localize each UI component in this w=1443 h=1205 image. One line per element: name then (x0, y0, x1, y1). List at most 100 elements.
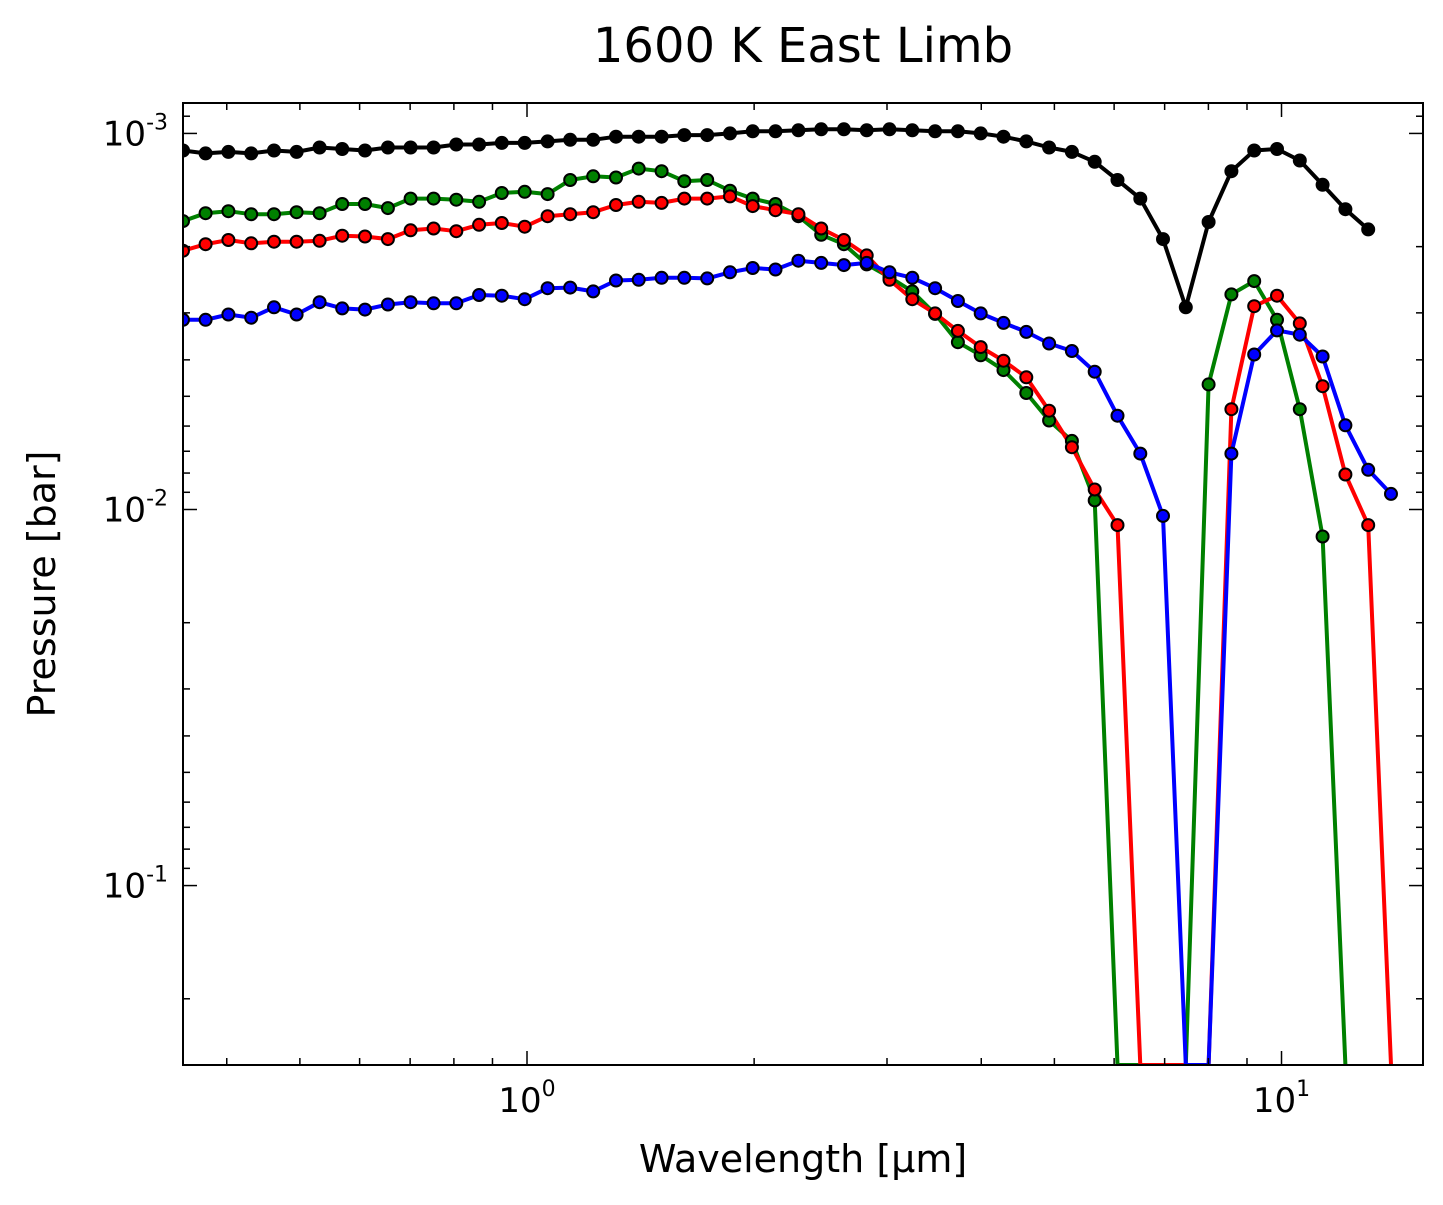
data-point-black-45 (1201, 215, 1216, 229)
data-point-blue-15 (517, 292, 532, 307)
data-point-green-20 (631, 161, 646, 176)
data-point-green-8 (358, 197, 372, 211)
data-point-blue-8 (358, 302, 372, 317)
data-point-green-14 (494, 186, 509, 200)
y-tick-label: 10-1 (103, 863, 168, 907)
data-point-black-7 (335, 142, 350, 156)
data-point-red-19 (609, 198, 623, 212)
data-point-black-46 (1224, 164, 1239, 179)
data-point-blue-9 (380, 297, 395, 312)
data-point-red-49 (1292, 316, 1307, 331)
data-point-blue-3 (244, 310, 259, 325)
data-point-red-48 (1270, 288, 1284, 303)
data-point-black-28 (814, 122, 829, 137)
data-point-green-11 (426, 191, 441, 206)
data-point-red-4 (267, 234, 281, 249)
data-point-blue-43 (1156, 508, 1170, 523)
data-point-black-40 (1087, 154, 1102, 169)
data-point-blue-49 (1292, 327, 1307, 342)
data-point-red-46 (1224, 402, 1239, 417)
data-point-red-26 (768, 203, 783, 218)
data-point-red-15 (517, 219, 532, 234)
data-point-blue-18 (586, 284, 601, 299)
data-point-blue-39 (1064, 344, 1079, 358)
data-point-blue-34 (950, 294, 965, 308)
data-point-red-7 (335, 228, 350, 243)
data-point-black-6 (312, 140, 327, 155)
data-point-black-25 (745, 124, 760, 139)
data-point-green-17 (563, 173, 578, 187)
data-point-black-34 (950, 124, 965, 139)
data-point-blue-42 (1133, 446, 1148, 461)
data-point-blue-19 (609, 273, 623, 288)
data-point-black-9 (380, 140, 395, 155)
x-tick-label: 100 (498, 1077, 555, 1121)
data-point-red-33 (928, 306, 943, 321)
data-point-black-32 (905, 123, 920, 138)
data-point-red-3 (244, 236, 259, 251)
data-point-blue-37 (1019, 324, 1034, 339)
data-point-blue-31 (882, 265, 897, 280)
data-point-red-23 (700, 191, 715, 206)
data-point-black-10 (403, 140, 418, 155)
data-point-green-47 (1247, 274, 1262, 289)
data-point-black-0 (183, 143, 190, 158)
data-point-black-4 (267, 143, 281, 158)
data-point-blue-27 (791, 253, 806, 268)
data-point-black-27 (791, 123, 806, 138)
data-point-black-47 (1247, 143, 1262, 158)
data-point-red-41 (1110, 518, 1125, 533)
data-point-green-50 (1315, 529, 1330, 544)
data-point-blue-16 (540, 281, 555, 296)
data-point-green-7 (335, 197, 350, 211)
data-point-blue-7 (335, 301, 350, 316)
data-point-black-33 (928, 124, 943, 139)
data-point-black-12 (449, 137, 464, 152)
data-point-blue-1 (198, 312, 213, 327)
data-point-black-29 (836, 122, 851, 137)
x-tick-label: 101 (1253, 1077, 1310, 1121)
data-point-green-2 (221, 204, 236, 219)
chart-title: 1600 K East Limb (593, 18, 1013, 74)
data-point-blue-24 (723, 265, 737, 280)
x-axis-label: Wavelength [μm] (639, 1137, 967, 1181)
data-point-green-37 (1019, 386, 1034, 400)
data-point-blue-36 (996, 315, 1011, 330)
data-point-red-51 (1338, 467, 1353, 482)
data-point-red-50 (1315, 379, 1330, 394)
data-point-green-0 (183, 214, 190, 229)
data-point-red-22 (677, 191, 692, 206)
data-point-red-52 (1361, 518, 1376, 533)
data-point-blue-30 (859, 255, 874, 270)
data-point-black-39 (1064, 144, 1079, 159)
data-point-black-3 (244, 146, 259, 161)
data-point-black-43 (1156, 232, 1170, 247)
data-point-black-13 (472, 137, 487, 152)
data-point-black-37 (1019, 134, 1034, 149)
data-point-blue-29 (836, 258, 851, 273)
data-point-red-5 (289, 234, 304, 249)
data-point-blue-35 (973, 306, 988, 321)
data-point-green-15 (517, 184, 532, 199)
plot-area: 100 101 10-3 10-2 10-1 (103, 102, 1424, 1121)
data-point-blue-23 (700, 271, 715, 286)
data-point-green-6 (312, 206, 327, 221)
data-point-red-38 (1042, 403, 1057, 418)
data-point-black-11 (426, 140, 441, 155)
data-point-blue-22 (677, 270, 692, 285)
data-point-blue-32 (905, 270, 920, 285)
data-point-red-34 (950, 323, 965, 338)
data-point-green-12 (449, 192, 464, 207)
data-point-blue-0 (183, 312, 190, 327)
data-point-blue-14 (494, 288, 509, 303)
data-point-black-51 (1338, 202, 1353, 217)
data-point-red-27 (791, 207, 806, 222)
data-point-red-17 (563, 207, 578, 222)
data-point-red-18 (586, 205, 601, 220)
y-tick-label: 10-2 (103, 487, 168, 531)
y-axis-label: Pressure [bar] (20, 450, 64, 717)
data-point-black-31 (882, 122, 897, 137)
data-point-red-8 (358, 229, 372, 244)
data-point-red-35 (973, 340, 988, 355)
